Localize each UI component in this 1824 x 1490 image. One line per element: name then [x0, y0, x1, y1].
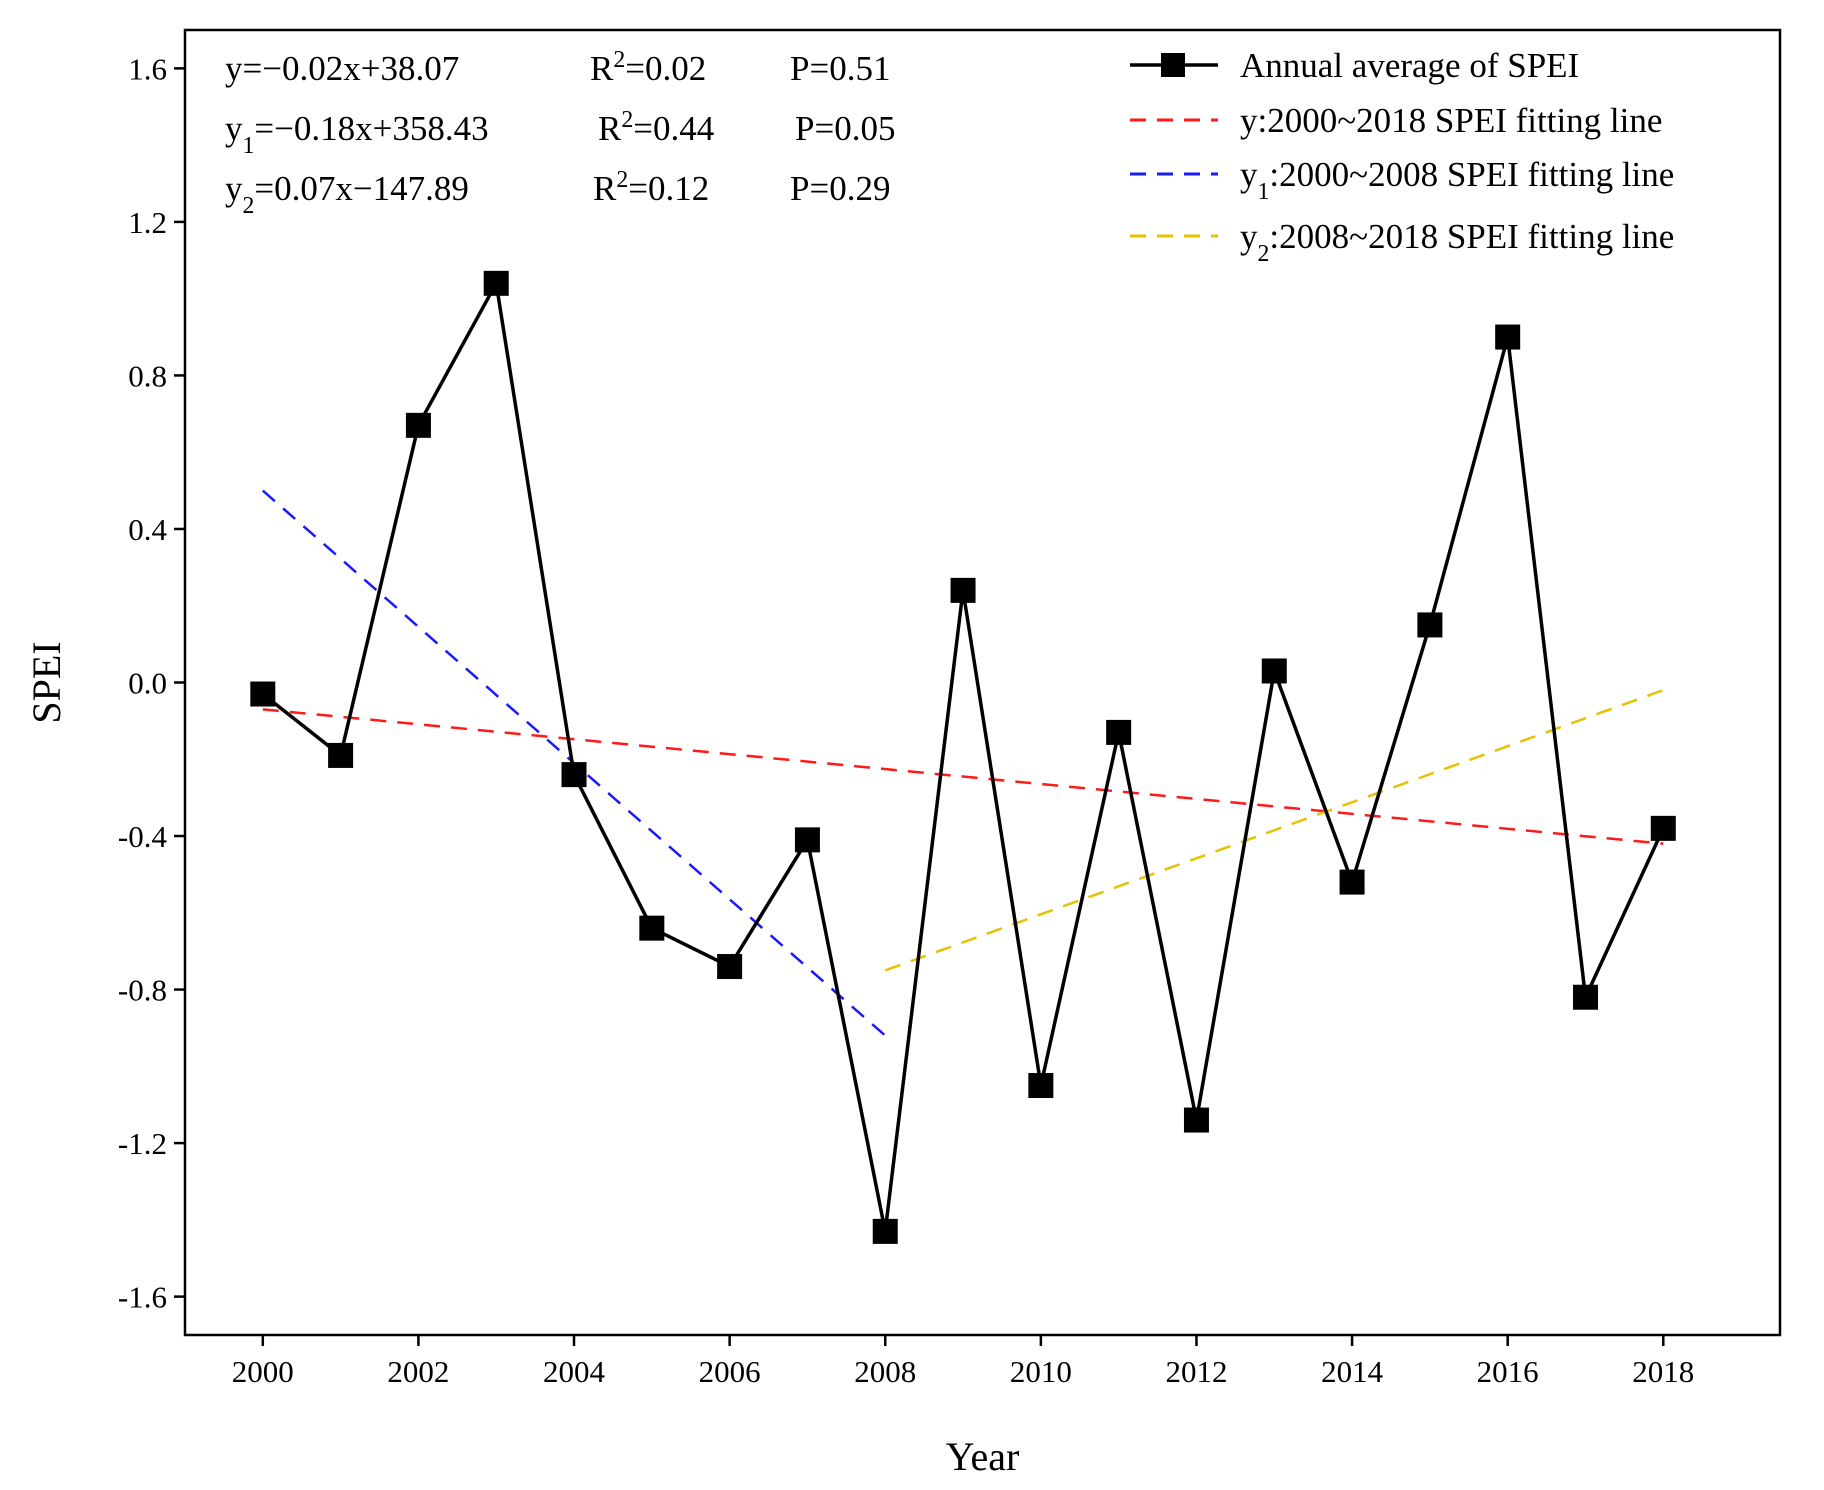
y-tick-label: 0.4 [128, 512, 167, 547]
regression-stat: P=0.51 [790, 49, 890, 88]
spei-point [1183, 1107, 1209, 1133]
x-tick-label: 2004 [543, 1354, 606, 1389]
y-tick-label: 1.6 [128, 51, 167, 86]
y-tick-label: -0.4 [118, 819, 168, 854]
y-tick-label: 1.2 [128, 205, 167, 240]
x-tick-label: 2012 [1165, 1354, 1227, 1389]
spei-point [1417, 612, 1443, 638]
regression-stat: R2=0.02 [590, 47, 706, 88]
regression-stat: P=0.29 [790, 169, 890, 208]
spei-point [717, 954, 743, 980]
regression-stat: R2=0.44 [598, 107, 714, 148]
spei-point [561, 762, 587, 788]
spei-point [1028, 1073, 1054, 1099]
spei-point [483, 270, 509, 296]
y-tick-label: 0.0 [128, 666, 167, 701]
spei-point [872, 1218, 898, 1244]
legend-label: Annual average of SPEI [1240, 46, 1579, 85]
y-axis: -1.6 -1.2 -0.8 -0.4 0.0 0.4 0.8 1.2 1.6 [118, 51, 185, 1315]
spei-point [950, 577, 976, 603]
x-tick-label: 2002 [387, 1354, 449, 1389]
x-axis: 2000 2002 2004 2006 2008 2010 2012 2014 2016 2018 [232, 1335, 1694, 1389]
regression-stat: y=−0.02x+38.07 [225, 49, 459, 88]
x-tick-label: 2018 [1632, 1354, 1694, 1389]
x-tick-label: 2014 [1321, 1354, 1384, 1389]
x-tick-label: 2006 [699, 1354, 761, 1389]
spei-point [1650, 815, 1676, 841]
legend-label: y:2000~2018 SPEI fitting line [1240, 101, 1662, 140]
x-tick-label: 2000 [232, 1354, 294, 1389]
spei-point [1339, 869, 1365, 895]
spei-point [1106, 719, 1132, 745]
legend-marker [1161, 53, 1185, 77]
spei-point [328, 742, 354, 768]
spei-line [261, 277, 1665, 1232]
x-tick-label: 2016 [1477, 1354, 1539, 1389]
y-axis-title: SPEI [24, 641, 69, 723]
spei-series [250, 270, 1676, 1244]
x-tick-label: 2010 [1010, 1354, 1072, 1389]
x-axis-title: Year [946, 1434, 1020, 1479]
spei-point [1495, 324, 1521, 350]
fitting-lines [261, 489, 1664, 1037]
legend-label: y2:2008~2018 SPEI fitting line [1240, 217, 1674, 267]
y-tick-label: -1.2 [118, 1126, 167, 1161]
spei-point [639, 915, 665, 941]
y-tick-label: 0.8 [128, 358, 167, 393]
spei-point [250, 681, 276, 707]
spei-point [405, 412, 431, 438]
spei-point [1261, 658, 1287, 684]
y-tick-label: -0.8 [118, 973, 167, 1008]
regression-stat: R2=0.12 [593, 167, 709, 208]
legend: Annual average of SPEI y:2000~2018 SPEI f… [1130, 46, 1674, 267]
regression-stat: y2=0.07x−147.89 [225, 169, 469, 219]
legend-label: y1:2000~2008 SPEI fitting line [1240, 155, 1674, 205]
regression-stat: y1=−0.18x+358.43 [225, 109, 489, 159]
spei-point [794, 827, 820, 853]
spei-point [1572, 984, 1598, 1010]
regression-stat: P=0.05 [795, 109, 895, 148]
y-tick-label: -1.6 [118, 1280, 167, 1315]
x-tick-label: 2008 [854, 1354, 916, 1389]
regression-annotations: y=−0.02x+38.07 R2=0.02 P=0.51 y1=−0.18x+358… [225, 47, 895, 219]
fitting-line-1 [262, 708, 1664, 845]
